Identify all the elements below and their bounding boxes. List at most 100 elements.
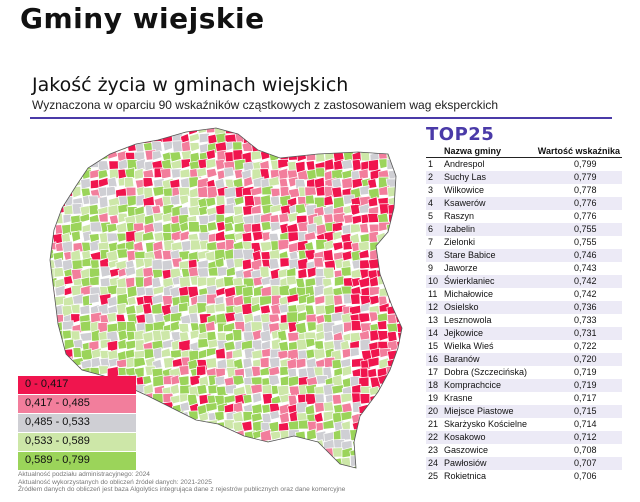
municipality-cell xyxy=(415,358,416,367)
municipality-cell xyxy=(268,457,281,468)
municipality-cell xyxy=(349,203,361,216)
municipality-cell xyxy=(152,185,165,197)
municipality-cell xyxy=(90,128,103,134)
municipality-cell xyxy=(405,268,414,278)
municipality-cell xyxy=(243,455,255,467)
municipality-cell xyxy=(19,295,31,307)
municipality-cell xyxy=(19,170,28,182)
legend-label-3: 0,485 - 0,533 xyxy=(25,416,90,428)
municipality-cell xyxy=(270,141,282,154)
municipality-cell xyxy=(296,338,308,351)
value-cell: 0,722 xyxy=(574,341,597,351)
name-cell: Dobra (Szczecińska) xyxy=(444,367,528,377)
municipality-cell xyxy=(386,448,398,460)
municipality-cell xyxy=(386,277,398,290)
municipality-cell xyxy=(214,230,227,242)
municipality-cell xyxy=(405,384,414,395)
municipality-cell xyxy=(171,446,182,459)
municipality-cell xyxy=(405,196,415,207)
municipality-cell xyxy=(80,141,91,152)
municipality-cell xyxy=(395,456,402,468)
municipality-cell xyxy=(144,428,155,441)
rank-cell: 11 xyxy=(428,289,438,299)
municipality-cell xyxy=(142,266,155,278)
municipality-cell xyxy=(297,267,308,280)
municipality-cell xyxy=(52,185,66,197)
municipality-cell xyxy=(314,143,326,156)
municipality-cell xyxy=(405,322,414,332)
value-cell: 0,731 xyxy=(574,328,597,338)
municipality-cell xyxy=(28,285,39,294)
rank-cell: 21 xyxy=(428,419,439,429)
municipality-cell xyxy=(314,295,325,306)
municipality-cell xyxy=(377,448,388,460)
municipality-cell xyxy=(50,338,57,351)
municipality-cell xyxy=(50,311,55,322)
municipality-cell xyxy=(70,230,81,243)
rank-cell: 16 xyxy=(428,354,439,364)
municipality-cell xyxy=(270,302,282,315)
municipality-cell xyxy=(377,412,389,424)
municipality-cell xyxy=(340,158,354,170)
municipality-cell xyxy=(197,185,209,198)
municipality-cell xyxy=(297,455,309,467)
municipality-cell xyxy=(260,221,272,232)
municipality-cell xyxy=(54,160,67,174)
municipality-cell xyxy=(143,128,155,135)
municipality-cell xyxy=(396,410,402,421)
municipality-cell xyxy=(259,132,272,144)
name-cell: Zielonki xyxy=(444,237,476,247)
municipality-cell xyxy=(135,403,147,416)
municipality-cell xyxy=(215,456,226,468)
municipality-cell xyxy=(323,195,334,207)
municipality-cell xyxy=(37,358,48,368)
municipality-cell xyxy=(331,186,343,198)
municipality-cell xyxy=(269,249,281,260)
municipality-cell xyxy=(26,188,37,199)
municipality-cell xyxy=(415,242,416,252)
municipality-cell xyxy=(388,440,400,452)
table-row: 11 Michałowice 0,742 xyxy=(426,288,622,301)
municipality-cell xyxy=(415,438,416,448)
municipality-cell xyxy=(405,286,416,297)
municipality-cell xyxy=(171,140,184,153)
municipality-cell xyxy=(386,186,399,198)
municipality-cell xyxy=(170,438,183,450)
rank-cell: 5 xyxy=(428,211,434,221)
municipality-cell xyxy=(304,142,317,155)
municipality-cell xyxy=(28,312,38,324)
municipality-cell xyxy=(394,383,402,396)
value-cell: 0,776 xyxy=(574,198,597,208)
municipality-cell xyxy=(80,158,92,171)
municipality-cell xyxy=(415,349,416,361)
municipality-cell xyxy=(397,475,406,476)
name-cell: Stare Babice xyxy=(444,250,496,260)
municipality-cell xyxy=(396,375,402,389)
municipality-cell xyxy=(205,446,218,459)
municipality-cell xyxy=(331,394,342,405)
municipality-cell xyxy=(223,276,235,288)
municipality-cell xyxy=(71,128,83,134)
municipality-cell xyxy=(414,402,416,414)
name-cell: Ksawerów xyxy=(444,198,486,208)
municipality-cell xyxy=(385,458,398,468)
table-row: 10 Świerklaniec 0,742 xyxy=(426,275,622,288)
municipality-cell xyxy=(396,240,402,254)
municipality-cell xyxy=(97,160,110,173)
municipality-cell xyxy=(323,401,335,412)
municipality-cell xyxy=(406,160,416,170)
municipality-cell xyxy=(19,134,30,145)
municipality-cell xyxy=(377,248,391,259)
municipality-cell xyxy=(406,249,416,259)
municipality-cell xyxy=(88,275,100,287)
municipality-cell xyxy=(314,304,327,316)
municipality-cell xyxy=(296,151,308,163)
municipality-cell xyxy=(251,365,262,378)
name-cell: Rokietnica xyxy=(444,471,487,481)
municipality-cell xyxy=(142,375,153,386)
municipality-cell xyxy=(333,141,345,153)
rank-cell: 2 xyxy=(428,172,434,182)
municipality-cell xyxy=(333,128,345,134)
table-row: 20 Miejsce Piastowe 0,715 xyxy=(426,405,622,418)
municipality-cell xyxy=(250,128,262,136)
